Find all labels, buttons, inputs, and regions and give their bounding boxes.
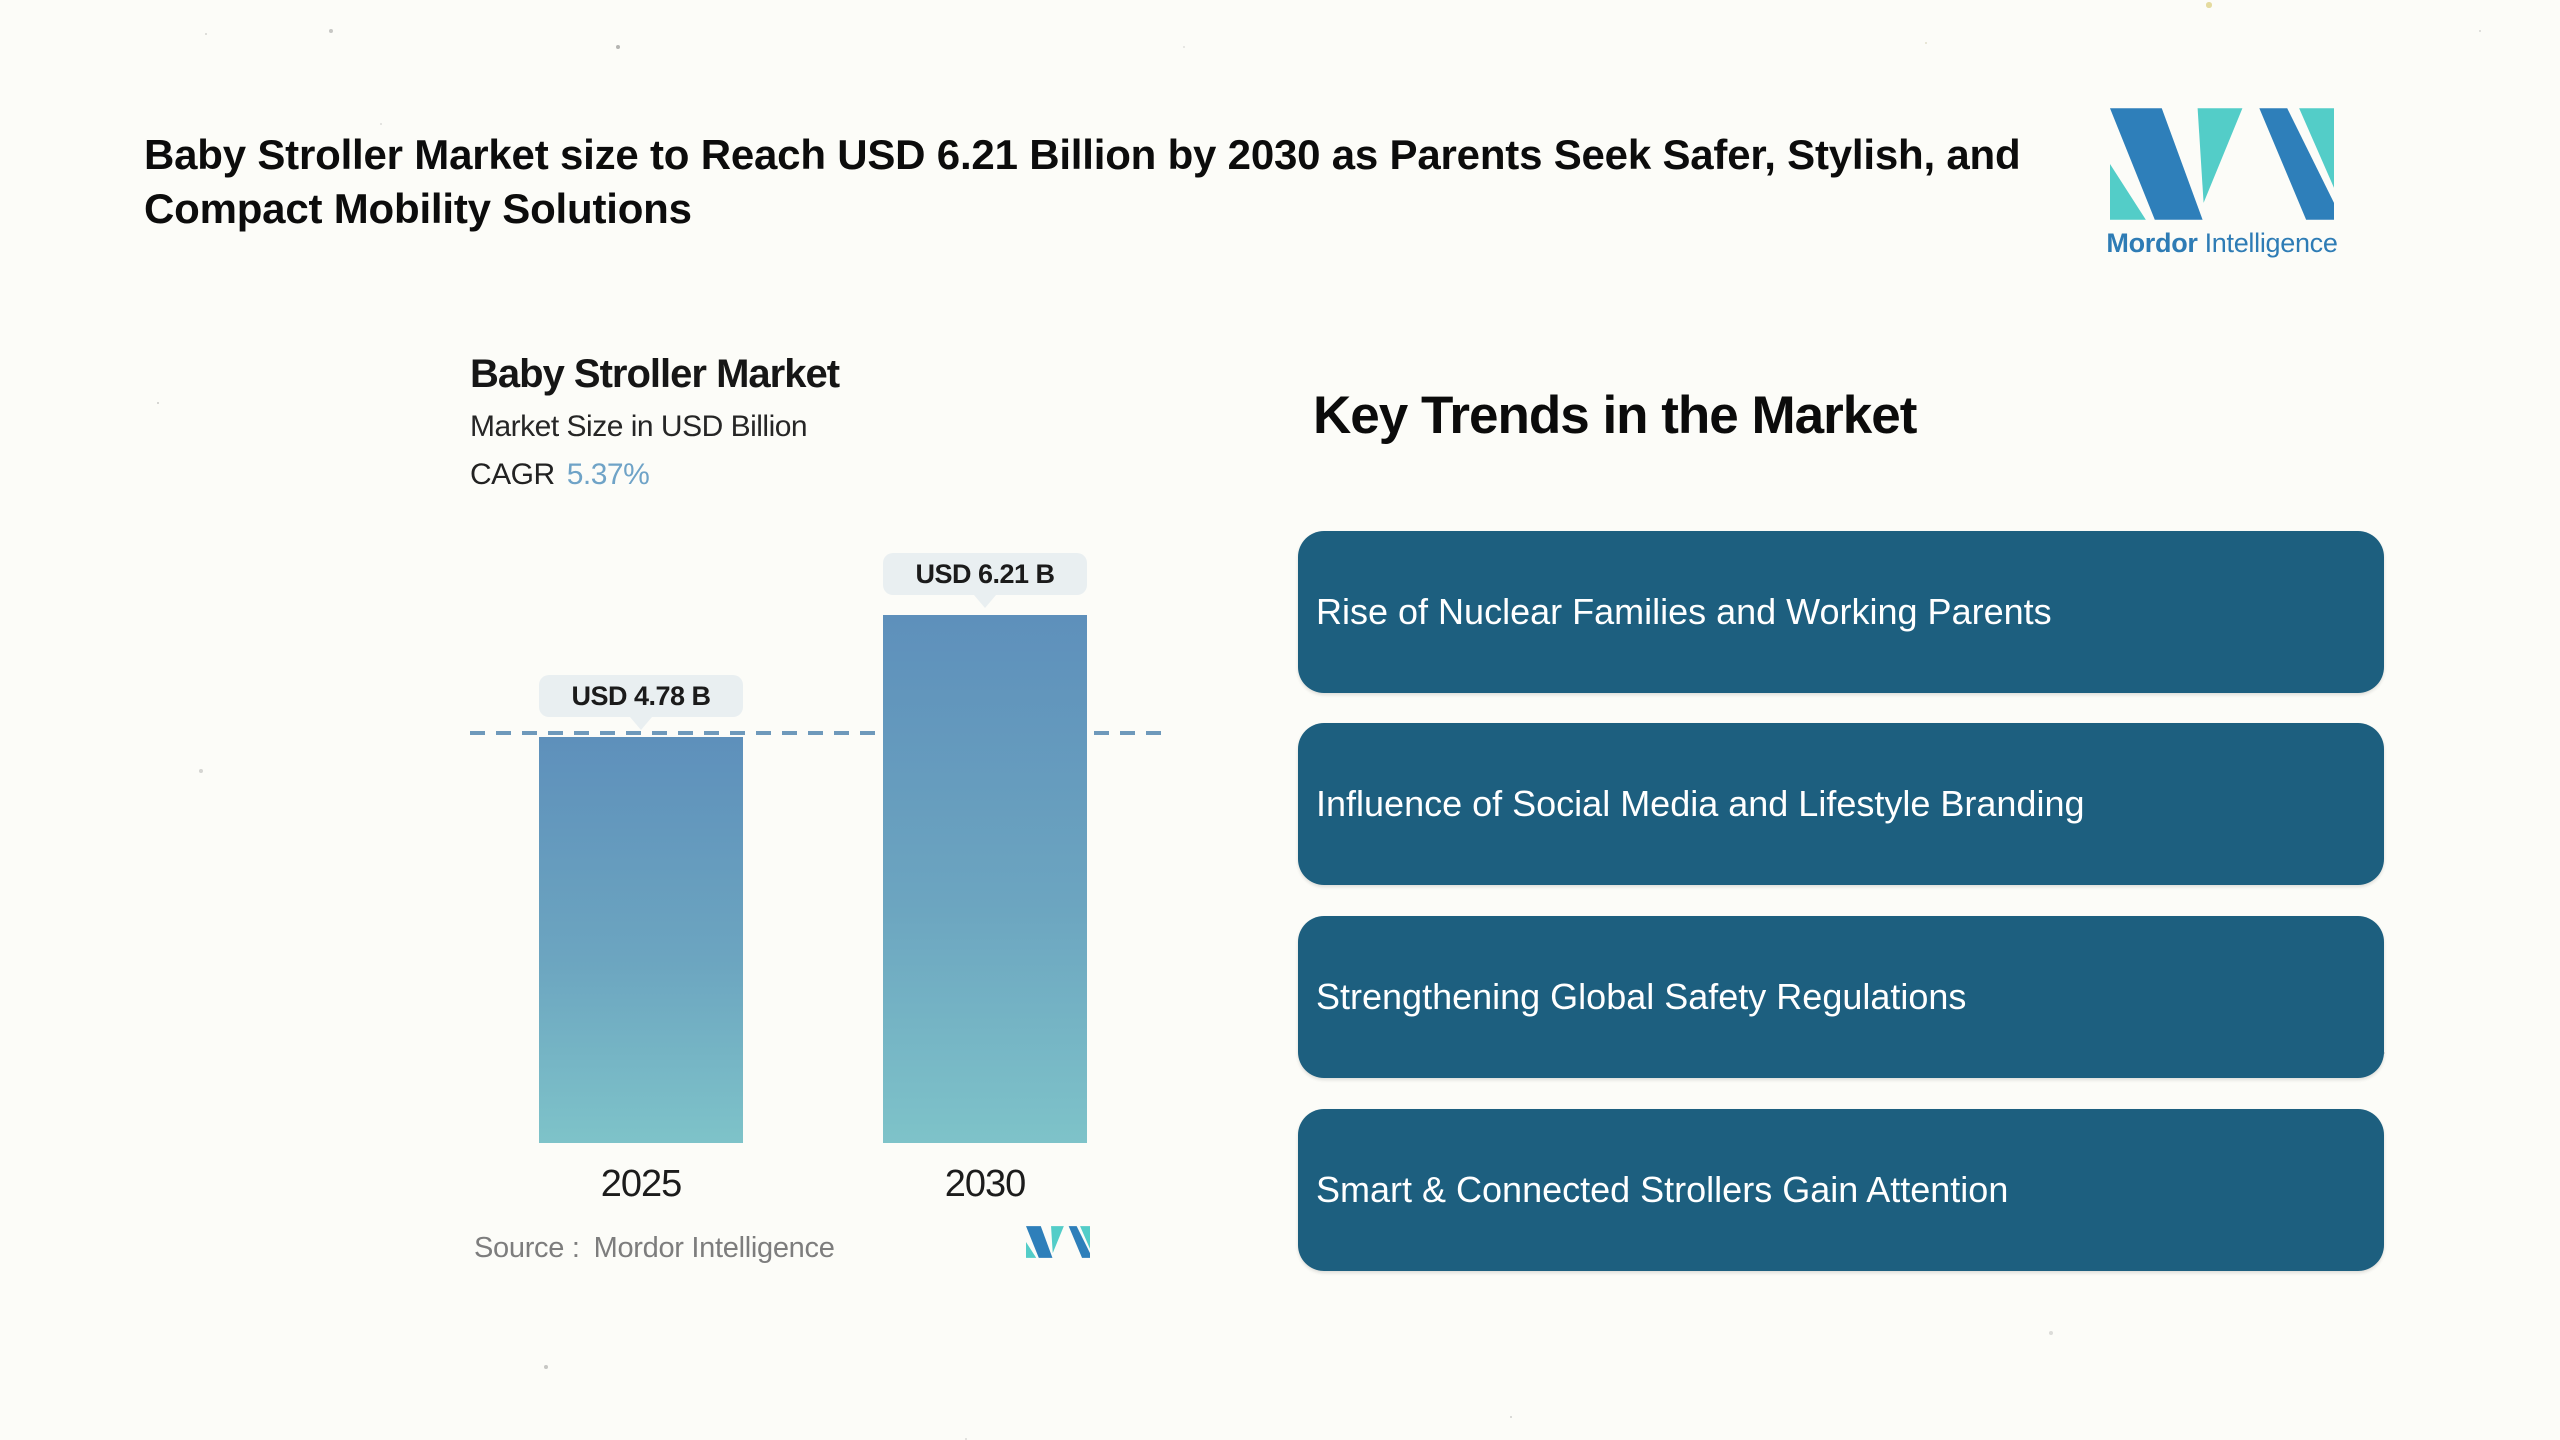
value-label-2030: USD 6.21 B	[883, 553, 1087, 595]
value-label-2025: USD 4.78 B	[539, 675, 743, 717]
source-value: Mordor Intelligence	[593, 1232, 835, 1264]
x-axis-label-2025: 2025	[600, 1163, 683, 1205]
trend-card-2-label: Influence of Social Media and Lifestyle …	[1316, 783, 2085, 824]
source-label: Source :	[474, 1232, 580, 1264]
trend-card-3: Strengthening Global Safety Regulations	[1298, 916, 2384, 1078]
trend-card-1: Rise of Nuclear Families and Working Par…	[1298, 531, 2384, 693]
wordmark-regular: Intelligence	[2204, 228, 2338, 258]
chart-title: Baby Stroller Market	[470, 352, 840, 396]
mordor-logo-icon	[2110, 108, 2334, 220]
chart-cagr-line: CAGR 5.37%	[470, 458, 650, 492]
cagr-value: 5.37%	[566, 458, 650, 491]
chart-subtitle: Market Size in USD Billion	[470, 410, 808, 443]
trend-card-3-label: Strengthening Global Safety Regulations	[1316, 976, 1967, 1017]
cagr-label: CAGR	[470, 458, 555, 491]
key-trends-heading: Key Trends in the Market	[1313, 386, 1917, 445]
trend-card-4-label: Smart & Connected Strollers Gain Attenti…	[1316, 1169, 2009, 1210]
trend-card-1-label: Rise of Nuclear Families and Working Par…	[1316, 591, 2052, 632]
page-title: Baby Stroller Market size to Reach USD 6…	[144, 131, 2021, 232]
background-speckles	[0, 0, 2, 2]
source-logo	[1026, 1226, 1090, 1263]
dashed-reference-line	[470, 731, 1163, 735]
x-axis-label-2030: 2030	[944, 1163, 1027, 1205]
trend-card-2: Influence of Social Media and Lifestyle …	[1298, 723, 2384, 885]
bar-2025	[539, 737, 743, 1143]
mordor-wordmark: Mordor Intelligence	[2088, 228, 2356, 259]
trend-card-4: Smart & Connected Strollers Gain Attenti…	[1298, 1109, 2384, 1271]
source-line: Source : Mordor Intelligence	[474, 1232, 835, 1265]
bar-2030	[883, 615, 1087, 1143]
wordmark-bold: Mordor	[2106, 228, 2198, 258]
mordor-logo: Mordor Intelligence	[2088, 108, 2356, 259]
mordor-mini-logo-icon	[1026, 1226, 1090, 1258]
